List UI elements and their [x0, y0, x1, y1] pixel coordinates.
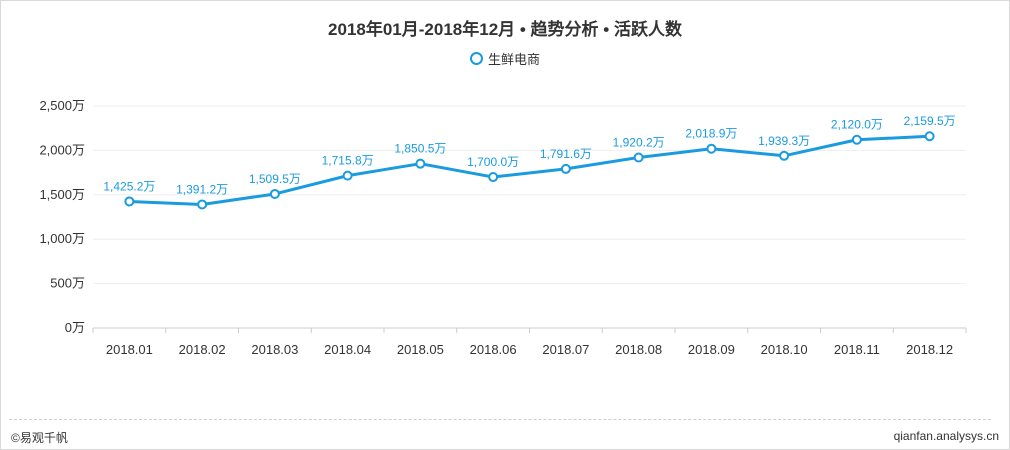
data-point [342, 170, 353, 181]
data-point [779, 150, 790, 161]
data-label: 1,509.5万 [249, 172, 301, 186]
y-tick-label: 500万 [50, 276, 85, 291]
data-point [269, 188, 280, 199]
chart-title: 2018年01月-2018年12月 • 趋势分析 • 活跃人数 [328, 20, 682, 39]
series-line [129, 134, 930, 206]
data-point [415, 158, 426, 169]
data-point [924, 131, 935, 142]
data-point [197, 199, 208, 210]
data-label: 1,391.2万 [176, 182, 228, 196]
x-tick-label: 2018.03 [251, 342, 298, 357]
y-tick-label: 1,000万 [39, 231, 85, 246]
x-tick-label: 2018.06 [470, 342, 517, 357]
footer-site: qianfan.analysys.cn [893, 429, 999, 443]
data-label: 1,920.2万 [613, 135, 665, 149]
footer-brand: ©易观千帆 [11, 431, 68, 445]
x-tick-label: 2018.10 [761, 342, 808, 357]
y-tick-label: 2,000万 [39, 142, 85, 157]
footer-divider [9, 419, 991, 420]
data-label: 1,791.6万 [540, 147, 592, 161]
data-point [851, 134, 862, 145]
x-tick-label: 2018.12 [906, 342, 953, 357]
data-label: 2,018.9万 [685, 127, 737, 141]
x-tick-label: 2018.08 [615, 342, 662, 357]
data-label: 1,715.8万 [322, 154, 374, 168]
data-label: 1,939.3万 [758, 134, 810, 148]
x-tick-label: 2018.02 [179, 342, 226, 357]
x-tick-label: 2018.04 [324, 342, 371, 357]
data-label: 2,120.0万 [831, 118, 883, 132]
x-tick-label: 2018.11 [834, 342, 880, 357]
data-point [706, 143, 717, 154]
data-label: 1,425.2万 [103, 179, 155, 193]
data-point [124, 196, 135, 207]
data-point [633, 152, 644, 163]
x-tick-label: 2018.05 [397, 342, 444, 357]
data-point [560, 163, 571, 174]
x-tick-label: 2018.09 [688, 342, 735, 357]
y-tick-label: 1,500万 [39, 187, 85, 202]
chart-legend[interactable]: 生鲜电商 [1, 49, 1009, 68]
data-label: 2,159.5万 [904, 114, 956, 128]
legend-label: 生鲜电商 [487, 52, 540, 67]
y-tick-label: 2,500万 [39, 98, 85, 113]
legend-circle-icon [469, 52, 483, 65]
y-tick-label: 0万 [65, 320, 85, 335]
x-tick-label: 2018.07 [542, 342, 589, 357]
data-label: 1,850.5万 [394, 142, 446, 156]
data-point [488, 172, 499, 183]
x-tick-label: 2018.01 [106, 342, 153, 357]
data-label: 1,700.0万 [467, 155, 519, 169]
